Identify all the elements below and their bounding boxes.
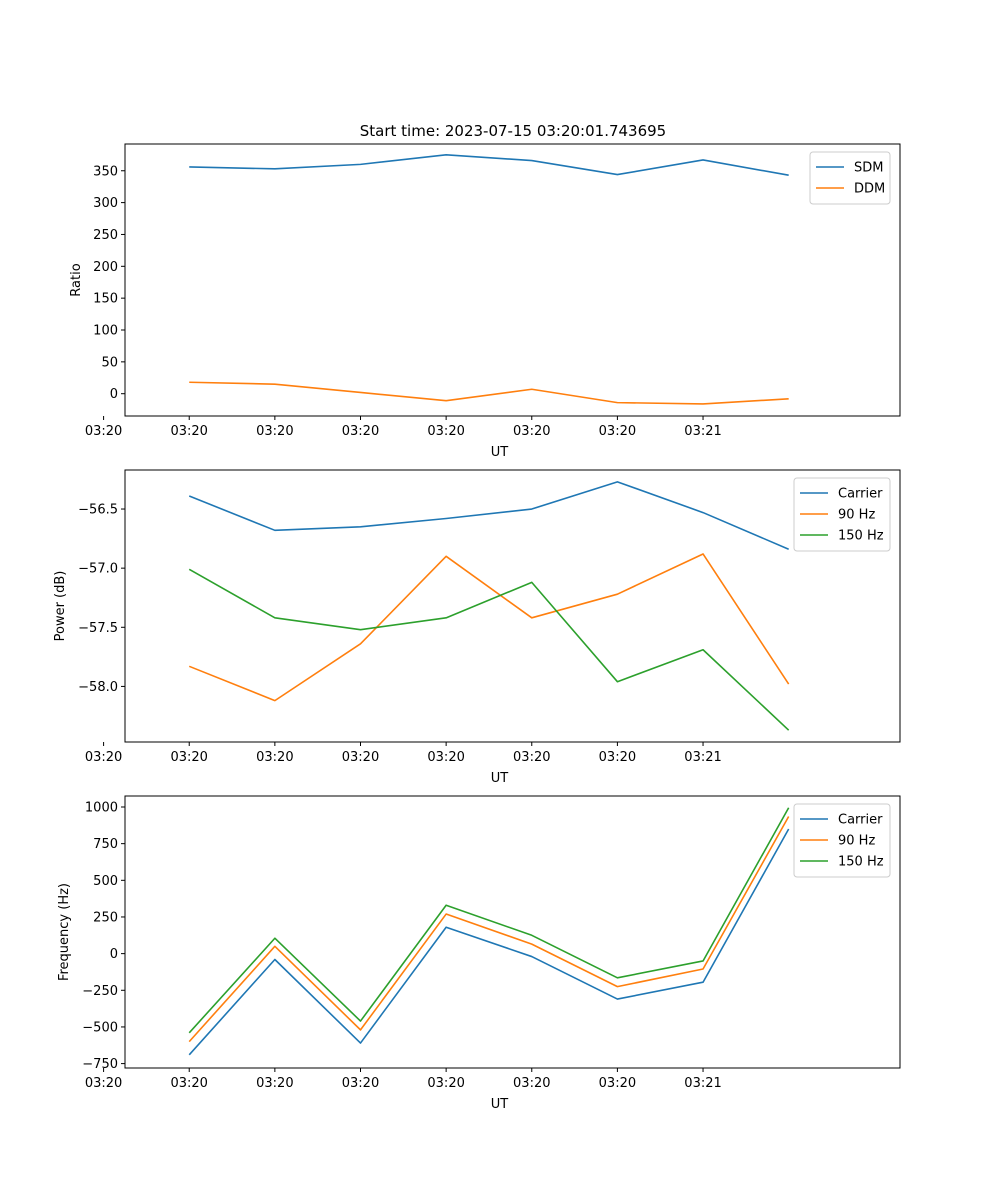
y-tick-label: 750	[93, 837, 118, 852]
y-tick-label: 100	[93, 324, 118, 339]
x-tick-label: 03:20	[342, 1076, 379, 1091]
y-axis-label: Ratio	[69, 263, 84, 296]
chart-1: 03:20 03:20 03:20 03:20 03:20 03:20 03:20 03:21…	[69, 143, 901, 460]
x-tick-label: 03:21	[684, 750, 721, 765]
y-tick-label: −750	[82, 1057, 118, 1072]
series-line-ddm	[189, 381, 789, 405]
legend-label: 150 Hz	[838, 855, 884, 870]
legend-box	[809, 151, 891, 205]
legend-label: Carrier	[838, 487, 883, 502]
figure-title: Start time: 2023-07-15 03:20:01.743695	[360, 122, 666, 140]
x-tick-label: 03:20	[342, 750, 379, 765]
chart-2: 03:20 03:20 03:20 03:20 03:20 03:20 03:20 03:21…	[53, 469, 901, 786]
y-tick-label: 50	[101, 355, 118, 370]
series-line-90-hz	[188, 816, 790, 1043]
y-axis-label: Power (dB)	[53, 571, 68, 642]
x-tick-label: 03:20	[85, 750, 122, 765]
legend-label: SDM	[854, 161, 883, 176]
x-tick-label: 03:21	[684, 1076, 721, 1091]
y-tick-label: 250	[93, 228, 118, 243]
legend-label: 90 Hz	[838, 508, 875, 523]
x-tick-label: 03:20	[170, 424, 207, 439]
x-tick-label: 03:20	[170, 750, 207, 765]
y-tick-label: 0	[110, 947, 118, 962]
x-axis-label: UT	[491, 445, 509, 460]
x-tick-label: 03:20	[427, 1076, 464, 1091]
series-line-150-hz	[188, 807, 790, 1034]
x-tick-label: 03:20	[599, 424, 636, 439]
x-tick-label: 03:21	[684, 424, 721, 439]
x-tick-label: 03:20	[427, 424, 464, 439]
series-line-90-hz	[188, 553, 790, 702]
legend: Carrier 90 Hz 150 Hz	[793, 803, 891, 878]
y-tick-label: 300	[93, 196, 118, 211]
chart-3: 03:20 03:20 03:20 03:20 03:20 03:20 03:20 03:21…	[57, 795, 901, 1112]
y-tick-label: −56.5	[78, 503, 118, 518]
legend: SDM DDM	[809, 151, 891, 205]
legend-label: 150 Hz	[838, 529, 884, 544]
x-tick-label: 03:20	[85, 1076, 122, 1091]
series-line-150-hz	[188, 568, 790, 731]
y-tick-label: 150	[93, 292, 118, 307]
x-tick-label: 03:20	[85, 424, 122, 439]
y-tick-label: 350	[93, 164, 118, 179]
x-axis-label: UT	[491, 1097, 509, 1112]
x-tick-label: 03:20	[513, 424, 550, 439]
plot-frame	[124, 469, 901, 743]
y-tick-label: 250	[93, 910, 118, 925]
x-tick-label: 03:20	[256, 1076, 293, 1091]
x-tick-label: 03:20	[427, 750, 464, 765]
plot-frame	[124, 795, 901, 1069]
legend-label: 90 Hz	[838, 834, 875, 849]
y-tick-label: 1000	[85, 800, 118, 815]
legend-box	[793, 477, 891, 552]
legend: Carrier 90 Hz 150 Hz	[793, 477, 891, 552]
y-tick-label: −250	[82, 984, 118, 999]
x-tick-label: 03:20	[513, 750, 550, 765]
y-tick-label: −58.0	[78, 680, 118, 695]
y-tick-label: 0	[110, 387, 118, 402]
plot-frame	[124, 143, 901, 417]
legend-box	[793, 803, 891, 878]
y-tick-label: 500	[93, 874, 118, 889]
y-axis-label: Frequency (Hz)	[57, 883, 72, 981]
x-axis-label: UT	[491, 771, 509, 786]
y-tick-label: 200	[93, 260, 118, 275]
x-tick-label: 03:20	[256, 424, 293, 439]
y-tick-label: −57.0	[78, 562, 118, 577]
x-tick-label: 03:20	[599, 1076, 636, 1091]
x-tick-label: 03:20	[599, 750, 636, 765]
x-tick-label: 03:20	[256, 750, 293, 765]
plots-container: 03:20 03:20 03:20 03:20 03:20 03:20 03:20 03:21…	[53, 143, 901, 1112]
y-tick-label: −500	[82, 1020, 118, 1035]
series-line-sdm	[189, 154, 789, 176]
x-tick-label: 03:20	[342, 424, 379, 439]
y-tick-label: −57.5	[78, 621, 118, 636]
series-line-carrier	[188, 828, 790, 1056]
x-tick-label: 03:20	[170, 1076, 207, 1091]
x-tick-label: 03:20	[513, 1076, 550, 1091]
legend-label: Carrier	[838, 813, 883, 828]
legend-label: DDM	[854, 182, 885, 197]
series-line-carrier	[188, 481, 789, 550]
